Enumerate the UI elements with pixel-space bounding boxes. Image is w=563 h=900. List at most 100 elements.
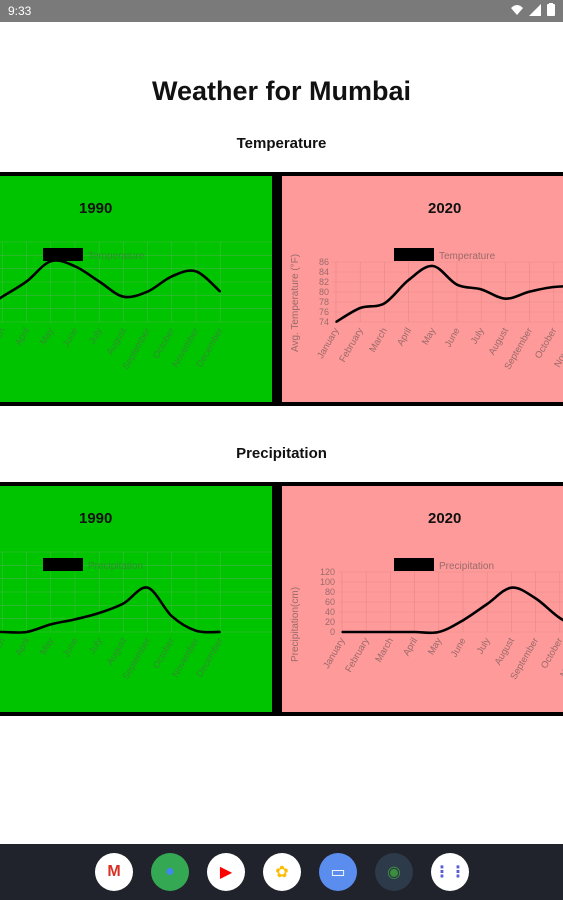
x-tick-label: January xyxy=(315,326,342,361)
x-tick-label: June xyxy=(61,326,81,349)
y-tick-label: 60 xyxy=(325,597,335,607)
legend-label: Temperature xyxy=(439,251,496,262)
temperature-1990-panel: 1990 Temperature March April May June July Aug… xyxy=(0,176,272,402)
x-tick-label: October xyxy=(151,636,177,671)
messages-icon[interactable]: ▭ xyxy=(319,853,357,891)
data-point xyxy=(171,275,173,278)
data-point xyxy=(25,631,28,633)
y-tick-label: 80 xyxy=(319,287,329,297)
y-tick-label: 82 xyxy=(319,277,329,287)
wifi-icon xyxy=(511,4,523,15)
legend-label: Temperature xyxy=(88,251,145,262)
legend-label: Precipitation xyxy=(88,561,143,572)
page-title: Weather for Mumbai xyxy=(151,76,412,106)
data-point xyxy=(456,283,458,286)
y-tick-label: 86 xyxy=(319,257,329,267)
data-point xyxy=(335,321,337,323)
data-point xyxy=(528,290,531,293)
x-tick-label: August xyxy=(487,326,511,357)
data-point xyxy=(98,280,100,283)
chart-title: 1990 xyxy=(79,200,113,217)
y-tick-label: 100 xyxy=(320,577,335,587)
x-tick-label: March xyxy=(367,326,390,354)
x-tick-label: July xyxy=(87,636,105,656)
data-point xyxy=(50,260,52,262)
x-tick-label: May xyxy=(38,326,57,347)
data-point xyxy=(383,302,386,305)
x-tick-label: October xyxy=(539,636,563,671)
earth-icon[interactable]: ◉ xyxy=(375,853,413,891)
precipitation-2020-panel: 2020 Precipitation Precipitation(cm) 0 20 40… xyxy=(282,486,563,712)
legend-swatch xyxy=(43,558,83,571)
x-tick-label: June xyxy=(449,636,469,659)
data-point xyxy=(122,602,125,605)
data-point xyxy=(341,631,343,633)
x-tick-label: August xyxy=(493,636,517,667)
status-bar: 9:33 xyxy=(0,0,563,22)
data-point xyxy=(74,265,76,268)
data-point xyxy=(146,586,149,589)
data-point xyxy=(534,597,537,600)
temperature-2020-panel: 2020 Temperature Avg. Temperature (°F) 74 7… xyxy=(282,176,563,402)
y-tick-label: 76 xyxy=(319,307,329,317)
x-tick-label: June xyxy=(443,326,463,349)
x-tick-label: May xyxy=(420,326,439,347)
legend-label: Precipitation xyxy=(439,561,494,572)
legend-swatch xyxy=(43,248,83,261)
x-tick-label: March xyxy=(373,636,396,664)
status-icons xyxy=(511,3,555,16)
data-point xyxy=(480,288,482,291)
data-point xyxy=(171,615,173,617)
data-point xyxy=(25,280,28,283)
x-tick-label: October xyxy=(533,326,559,361)
x-tick-label: April xyxy=(13,326,32,348)
gmail-icon[interactable]: M xyxy=(95,853,133,891)
y-axis-label: Avg. Temperature (°F) xyxy=(290,254,301,352)
chart-title: 2020 xyxy=(428,510,462,527)
data-point xyxy=(438,631,440,633)
x-tick-label: July xyxy=(469,326,487,346)
temperature-2020-chart: Temperature Avg. Temperature (°F) 74767880… xyxy=(290,248,563,372)
y-tick-label: 120 xyxy=(320,567,335,577)
data-point xyxy=(359,307,361,309)
data-point xyxy=(365,631,367,633)
data-point xyxy=(1,631,4,633)
battery-icon xyxy=(547,3,555,16)
x-tick-label: January xyxy=(321,636,348,671)
data-point xyxy=(195,270,197,273)
data-point xyxy=(553,286,555,288)
data-point xyxy=(98,612,100,614)
x-tick-label: August xyxy=(105,636,129,667)
x-tick-label: October xyxy=(151,326,177,361)
temperature-charts: 1990 Temperature March April May June July Aug… xyxy=(0,172,563,406)
data-point xyxy=(1,295,4,298)
data-point xyxy=(122,295,125,298)
y-tick-label: 80 xyxy=(325,587,335,597)
y-tick-label: 78 xyxy=(319,297,329,307)
data-point xyxy=(219,631,221,633)
data-point xyxy=(559,617,561,619)
x-tick-label: April xyxy=(401,636,420,658)
app-drawer-icon[interactable]: ⋮⋮ xyxy=(431,853,469,891)
data-point xyxy=(504,297,507,300)
x-tick-label: August xyxy=(105,326,129,357)
y-tick-label: 20 xyxy=(325,617,335,627)
x-tick-label: May xyxy=(38,636,57,657)
series-line xyxy=(0,259,222,300)
precipitation-section-title: Precipitation xyxy=(236,445,327,462)
x-tick-label: July xyxy=(475,636,493,656)
x-tick-label: February xyxy=(337,326,366,365)
y-axis-label: Precipitation(cm) xyxy=(290,587,301,662)
data-point xyxy=(389,631,392,633)
data-point xyxy=(462,619,464,622)
app-dock: M ● ▶ ✿ ▭ ◉ ⋮⋮ xyxy=(0,844,563,900)
data-point xyxy=(407,279,410,281)
series-line xyxy=(0,586,221,634)
photos-icon[interactable]: ✿ xyxy=(263,853,301,891)
chrome-icon[interactable]: ● xyxy=(151,853,189,891)
data-point xyxy=(510,586,513,589)
youtube-icon[interactable]: ▶ xyxy=(207,853,245,891)
legend-swatch xyxy=(394,248,434,261)
